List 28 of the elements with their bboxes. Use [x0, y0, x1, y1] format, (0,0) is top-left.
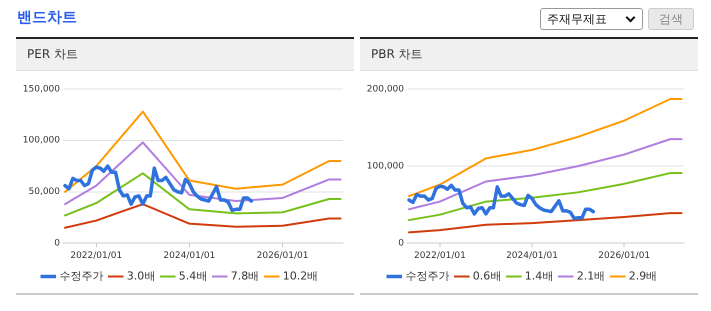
y-tick-label: 0 — [54, 238, 60, 249]
legend-label: 1.4배 — [524, 269, 554, 282]
search-button: 검색 — [648, 8, 694, 30]
y-tick-label: 200,000 — [366, 84, 404, 94]
x-tick-label: 2022/01/01 — [70, 250, 122, 261]
text: 밴드차트 — [17, 8, 77, 27]
legend-label: 2.9배 — [628, 269, 658, 282]
x-tick-label: 2022/01/01 — [414, 250, 466, 261]
legend-label: 3.0배 — [126, 269, 156, 282]
legend-label: 수정주가 — [59, 269, 104, 282]
select-field: 주재무제표 — [540, 8, 643, 30]
legend-label: 7.8배 — [230, 269, 260, 282]
x-tick-label: 2024/01/01 — [506, 250, 558, 261]
x-tick-label: 2024/01/01 — [163, 250, 216, 261]
x-tick-label: 2026/01/01 — [598, 250, 650, 261]
y-tick-label: 100,000 — [366, 161, 404, 172]
legend-label: 10.2배 — [282, 269, 318, 282]
x-tick-label: 2026/01/01 — [256, 250, 308, 261]
legend-label: 5.4배 — [178, 269, 208, 282]
y-tick-label: 150,000 — [22, 84, 60, 94]
y-tick-label: 50,000 — [28, 187, 60, 198]
y-tick-label: 100,000 — [22, 136, 60, 146]
chart-title: PBR 차트 — [360, 37, 698, 71]
legend-label: 2.1배 — [576, 269, 606, 282]
y-tick-label: 0 — [398, 238, 404, 249]
chart-title: PER 차트 — [16, 37, 354, 71]
legend-label: 0.6배 — [472, 269, 502, 282]
legend-label: 수정주가 — [405, 269, 450, 282]
